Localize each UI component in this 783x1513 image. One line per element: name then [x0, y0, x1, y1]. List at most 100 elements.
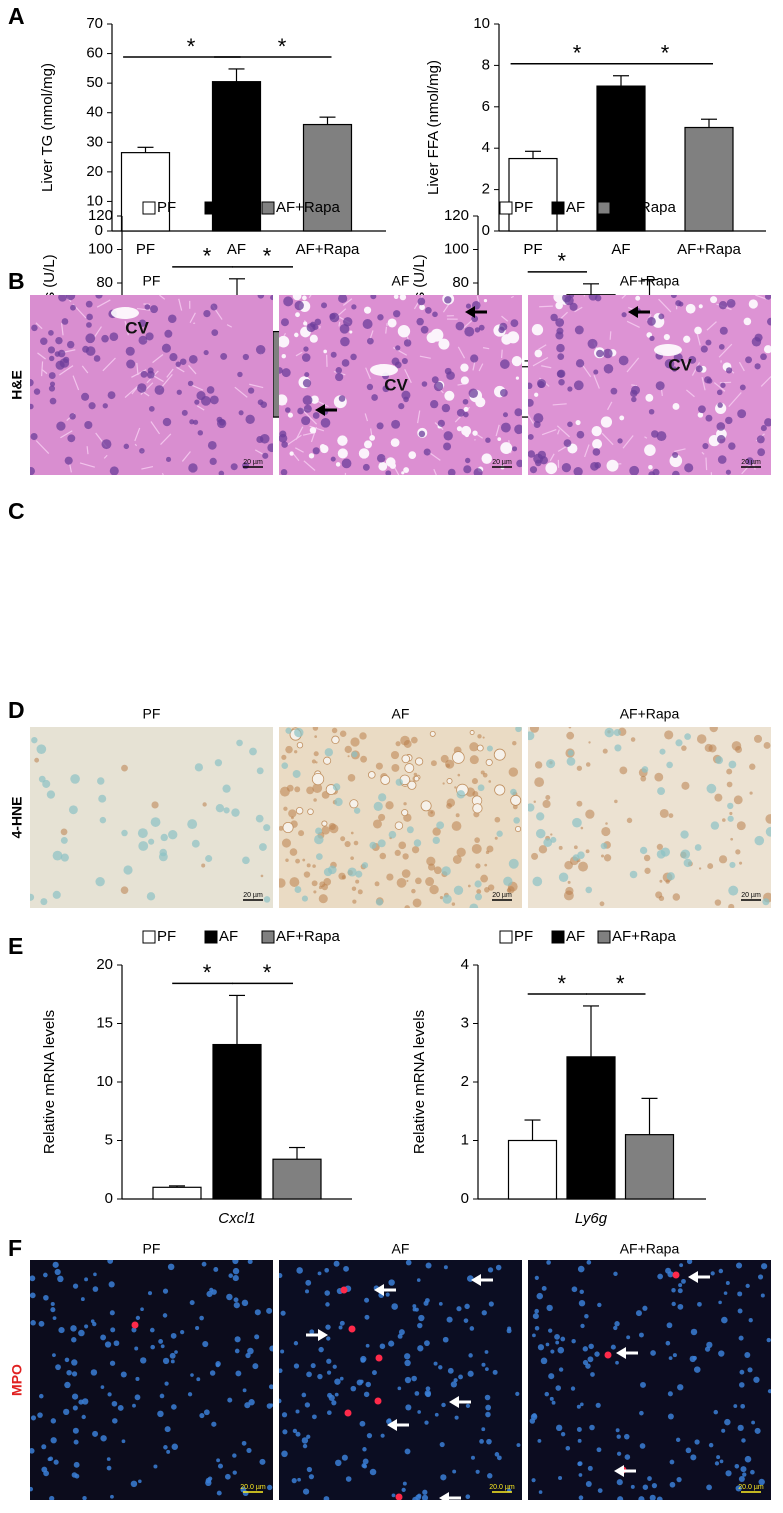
- vacuole: [390, 438, 400, 447]
- stain-spot: [480, 770, 485, 775]
- nucleus: [329, 312, 340, 323]
- stain-spot: [151, 801, 159, 809]
- nucleus: [120, 1371, 127, 1378]
- stain-spot: [294, 786, 301, 793]
- nucleus: [106, 1457, 111, 1461]
- vacuole: [401, 471, 405, 475]
- nucleus: [388, 1279, 395, 1286]
- stain-spot: [315, 761, 318, 764]
- nucleus: [312, 447, 320, 455]
- nucleus: [576, 1404, 581, 1409]
- y-tick-label: 10: [473, 15, 490, 32]
- nucleus: [335, 372, 344, 382]
- nucleus: [64, 1357, 70, 1363]
- x-tick-label: PF: [136, 241, 155, 258]
- vacuole: [600, 416, 613, 428]
- vacuole: [698, 304, 703, 309]
- cell-border: [102, 357, 116, 372]
- nucleus: [405, 1404, 412, 1411]
- nucleus: [339, 1376, 344, 1381]
- nucleus: [746, 457, 754, 465]
- nucleus: [224, 1473, 231, 1480]
- vacuole: [534, 349, 543, 358]
- nucleus: [744, 1352, 751, 1358]
- vacuole: [501, 334, 512, 345]
- nucleus: [325, 1302, 330, 1307]
- vacuole: [515, 376, 520, 380]
- stain-spot: [350, 856, 354, 860]
- nucleus: [584, 1313, 589, 1319]
- stain-spot: [390, 750, 400, 760]
- stain-spot: [285, 745, 293, 754]
- stain-spot: [585, 762, 591, 767]
- nucleus: [416, 1278, 421, 1282]
- stain-spot: [736, 821, 746, 831]
- nucleus: [454, 1415, 459, 1420]
- nucleus: [33, 388, 41, 395]
- nucleus: [669, 1481, 676, 1488]
- stain-spot: [545, 795, 551, 800]
- nucleus: [717, 402, 723, 408]
- stain-spot: [494, 836, 498, 840]
- stain-spot: [672, 893, 681, 901]
- nucleus: [216, 1490, 222, 1496]
- nucleus: [210, 303, 218, 311]
- stain-spot: [585, 809, 595, 819]
- vacuole: [281, 353, 286, 359]
- legend-label: PF: [514, 199, 533, 216]
- nucleus: [55, 336, 63, 345]
- nucleus: [616, 1451, 622, 1456]
- nucleus: [422, 1489, 428, 1495]
- cell-border: [581, 363, 592, 378]
- nucleus: [377, 839, 386, 848]
- nucleus: [485, 437, 491, 443]
- arrow-head: [616, 1347, 626, 1359]
- nucleus: [670, 295, 677, 299]
- nucleus: [413, 839, 422, 847]
- cell-border: [760, 375, 771, 387]
- stain-spot: [707, 863, 714, 870]
- nucleus: [697, 1301, 702, 1307]
- nucleus: [642, 1305, 648, 1311]
- nucleus: [104, 1341, 112, 1348]
- stain-spot: [568, 727, 572, 729]
- vacuole: [515, 825, 522, 833]
- bar: [624, 1134, 675, 1200]
- cell-border: [37, 352, 46, 360]
- nucleus: [318, 1346, 324, 1353]
- cell-border: [134, 427, 141, 442]
- nucleus: [630, 1484, 635, 1489]
- cell-border: [728, 392, 742, 408]
- nucleus: [464, 326, 475, 337]
- vacuole: [349, 330, 353, 334]
- nucleus: [758, 1478, 765, 1486]
- nucleus: [170, 1332, 177, 1339]
- legend-label: PF: [157, 928, 176, 945]
- nucleus: [716, 422, 726, 431]
- stain-spot: [411, 736, 418, 744]
- stain-spot: [471, 843, 482, 854]
- nucleus: [194, 763, 203, 772]
- nucleus: [366, 1433, 373, 1439]
- nucleus: [655, 381, 665, 391]
- stain-spot: [406, 879, 409, 882]
- nucleus: [456, 790, 466, 799]
- stain-spot: [398, 841, 407, 850]
- stain-spot: [602, 748, 608, 754]
- cell-border: [181, 451, 191, 462]
- stain-spot: [386, 873, 394, 881]
- central-vein: [370, 364, 398, 376]
- nucleus: [80, 1297, 85, 1302]
- cell-border: [385, 326, 388, 334]
- nucleus: [367, 337, 374, 345]
- nucleus: [594, 295, 602, 302]
- stain-spot: [352, 899, 357, 904]
- nucleus: [199, 1412, 205, 1419]
- nucleus: [694, 1439, 700, 1445]
- stain-spot: [411, 846, 420, 854]
- nucleus: [453, 885, 464, 896]
- stain-spot: [323, 878, 332, 886]
- nucleus: [169, 353, 178, 362]
- cell-border: [81, 365, 89, 374]
- nucleus: [38, 775, 46, 783]
